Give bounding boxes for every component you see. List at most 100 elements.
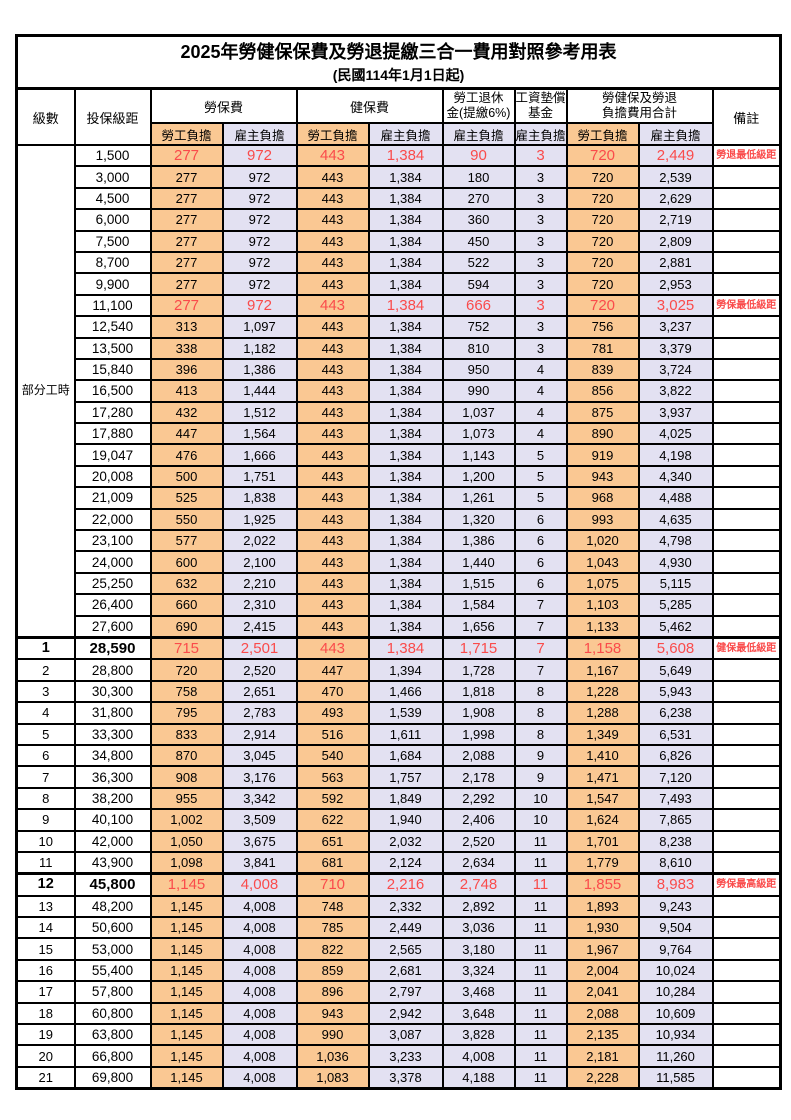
pension-employer-cell: 2,748 [441,872,516,897]
health-employee-cell: 443 [295,571,370,596]
wage-fund-employer-cell: 11 [513,872,568,897]
total-employee-cell: 2,228 [565,1065,640,1090]
remark-cell [711,1065,782,1090]
table-row: 21 69,800 1,145 4,008 1,083 3,378 4,188 11 2,228… [15,1065,782,1090]
labor-employee-cell: 1,050 [149,829,224,853]
labor-employer-cell: 972 [221,165,298,189]
labor-employer-cell: 2,022 [221,529,298,553]
total-employer-cell: 2,809 [637,229,714,253]
labor-employer-cell: 4,008 [221,1044,298,1068]
health-employer-cell: 1,384 [367,379,444,403]
bracket-cell: 55,400 [73,958,152,983]
table-row: 18 60,800 1,145 4,008 943 2,942 3,648 11 2,088 10… [15,1001,782,1026]
wage-fund-employer-cell: 3 [513,250,568,275]
total-employee-cell: 1,547 [565,786,640,811]
health-employer-cell: 1,684 [367,743,444,768]
bracket-cell: 8,700 [73,250,152,275]
bracket-cell: 53,000 [73,937,152,961]
level-cell: 6 [15,743,76,768]
remark-cell: 勞退最低級距 [711,143,782,168]
labor-employer-cell: 972 [221,186,298,211]
total-employer-cell: 6,531 [637,722,714,746]
labor-employer-cell: 1,182 [221,336,298,360]
total-employer-cell: 4,025 [637,422,714,446]
labor-employee-cell: 1,098 [149,850,224,875]
pension-employer-cell: 3,036 [441,916,516,940]
labor-employer-cell: 972 [221,229,298,253]
health-employee-cell: 748 [295,894,370,919]
labor-employer-cell: 4,008 [221,1001,298,1026]
health-employee-cell: 443 [295,229,370,253]
total-employee-cell: 1,103 [565,593,640,617]
wage-fund-employer-cell: 4 [513,422,568,446]
bracket-cell: 7,500 [73,229,152,253]
health-employer-cell: 1,384 [367,486,444,510]
table-body: 部分工時 1,500 277 972 443 1,384 90 3 720 2,449 勞退最低級距… [15,143,782,1090]
labor-employee-cell: 1,145 [149,958,224,983]
table-row: 15,840 396 1,386 443 1,384 950 4 839 3,724 [17,357,782,382]
labor-employee-cell: 577 [149,529,224,553]
wage-fund-employer-cell: 7 [513,614,568,639]
bracket-cell: 12,540 [73,315,152,339]
wage-fund-employer-cell: 3 [513,186,568,211]
table-row: 23,100 577 2,022 443 1,384 1,386 6 1,020 4,798 [17,529,782,553]
labor-employee-cell: 795 [149,701,224,725]
remark-cell [711,208,782,232]
remark-cell [711,422,782,446]
remark-cell [711,1022,782,1047]
col-header-remark: 備註 [711,87,782,146]
labor-employee-cell: 1,145 [149,894,224,919]
remark-cell [711,529,782,553]
total-employer-cell: 4,635 [637,507,714,532]
bracket-cell: 1,500 [73,143,152,168]
remark-cell [711,1044,782,1068]
pension-employer-cell: 2,520 [441,829,516,853]
pension-employer-cell: 594 [441,272,516,296]
total-employee-cell: 1,288 [565,701,640,725]
pension-employer-cell: 3,648 [441,1001,516,1026]
remark-cell [711,400,782,425]
table-row: 14 50,600 1,145 4,008 785 2,449 3,036 11 1,930 9,… [15,916,782,940]
health-employee-cell: 443 [295,250,370,275]
total-employer-cell: 3,379 [637,336,714,360]
wage-fund-employer-cell: 11 [513,829,568,853]
bracket-cell: 28,800 [73,658,152,682]
remark-cell [711,701,782,725]
health-employee-cell: 443 [295,315,370,339]
total-employer-cell: 3,025 [637,293,714,318]
level-cell: 3 [15,679,76,704]
remark-cell [711,186,782,211]
total-employer-cell: 3,937 [637,400,714,425]
health-employee-cell: 622 [295,808,370,832]
labor-employer-cell: 1,444 [221,379,298,403]
col-header-labor-employee-share: 勞工負擔 [149,122,224,146]
health-employee-cell: 443 [295,208,370,232]
total-employer-cell: 6,238 [637,701,714,725]
table-row: 8,700 277 972 443 1,384 522 3 720 2,881 [17,250,782,275]
health-employer-cell: 2,216 [367,872,444,897]
table-row: 4,500 277 972 443 1,384 270 3 720 2,629 [17,186,782,211]
remark-cell [711,958,782,983]
labor-employer-cell: 3,509 [221,808,298,832]
total-employee-cell: 2,041 [565,980,640,1004]
total-employee-cell: 720 [565,272,640,296]
wage-fund-employer-cell: 4 [513,379,568,403]
total-employer-cell: 9,764 [637,937,714,961]
pension-employer-cell: 1,440 [441,550,516,574]
pension-employer-cell: 4,188 [441,1065,516,1090]
col-header-wage-fund-employer-share: 雇主負擔 [513,122,568,146]
wage-fund-employer-cell: 11 [513,850,568,875]
total-label-line2: 負擔費用合計 [601,106,677,120]
remark-cell [711,165,782,189]
total-employer-cell: 9,504 [637,916,714,940]
health-employee-cell: 443 [295,443,370,467]
table-row: 12,540 313 1,097 443 1,384 752 3 756 3,237 [17,315,782,339]
table-row: 17,280 432 1,512 443 1,384 1,037 4 875 3,937 [17,400,782,425]
table-row: 17 57,800 1,145 4,008 896 2,797 3,468 11 2,041 10… [15,980,782,1004]
col-header-labor-employer-share: 雇主負擔 [221,122,298,146]
bracket-cell: 24,000 [73,550,152,574]
health-employer-cell: 1,384 [367,250,444,275]
total-employee-cell: 720 [565,165,640,189]
total-employee-cell: 720 [565,250,640,275]
